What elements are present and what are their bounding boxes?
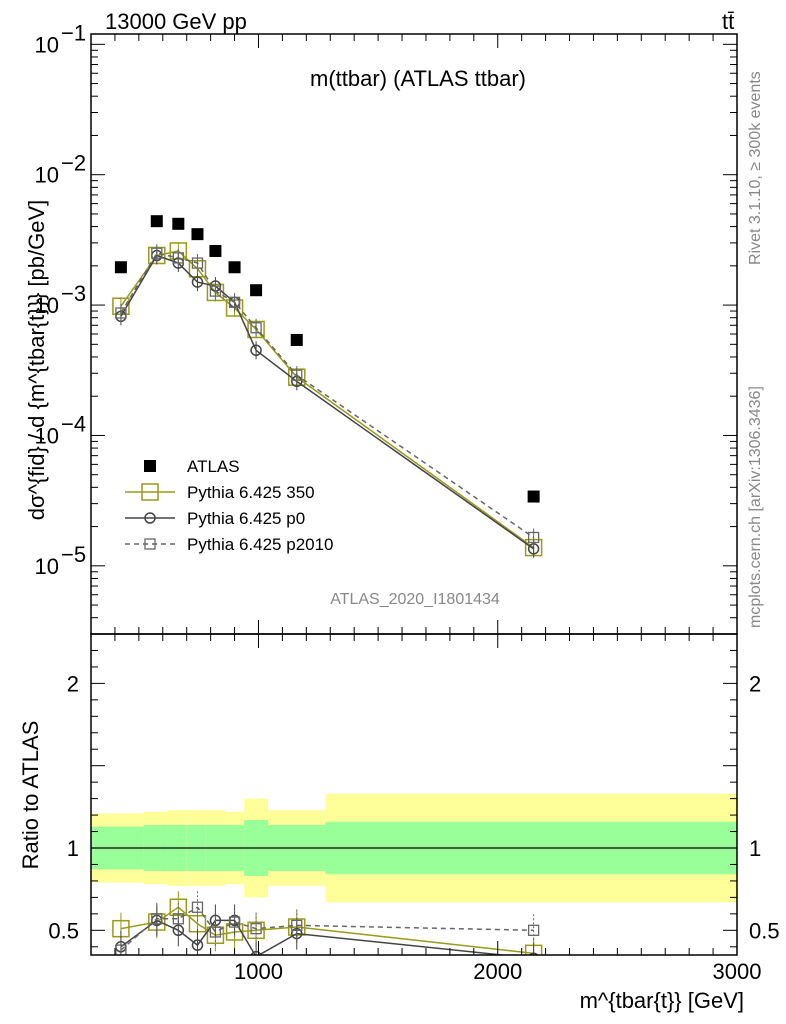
y-tick-exponent: −1 <box>61 20 86 45</box>
series-line <box>120 254 535 550</box>
y-tick-label: 10 <box>35 554 59 579</box>
ratio-point <box>228 916 241 928</box>
legend-marker <box>144 512 156 524</box>
x-axis-label: m^{tbar{t}} [GeV] <box>580 988 744 1013</box>
x-tick-label: 2000 <box>473 959 522 984</box>
legend-marker <box>144 538 156 550</box>
data-point <box>250 344 262 357</box>
y-tick-exponent: −4 <box>61 411 86 436</box>
x-tick-label: 3000 <box>713 959 762 984</box>
ratio-y-tick-label-right: 0.5 <box>749 918 780 943</box>
data-point <box>290 333 303 346</box>
legend-label: Pythia 6.425 p2010 <box>187 535 334 554</box>
svg-text:dσ^{fid} / d {m^{tbar{t}}} [pb: dσ^{fid} / d {m^{tbar{t}}} [pb/GeV] <box>24 200 49 520</box>
mcplots-reference-label: mcplots.cern.ch [arXiv:1306.3436] <box>747 386 764 628</box>
svg-text:Ratio to ATLAS: Ratio to ATLAS <box>18 721 43 870</box>
legend-marker <box>144 460 156 472</box>
y-tick-exponent: −2 <box>61 151 86 176</box>
data-point <box>191 228 204 241</box>
data-point <box>250 322 262 334</box>
analysis-watermark: ATLAS_2020_I1801434 <box>330 591 500 608</box>
data-point <box>115 307 127 319</box>
ratio-y-axis-label: Ratio to ATLAS <box>18 721 43 870</box>
x-tick-label: 1000 <box>234 959 283 984</box>
ratio-y-tick-label: 1 <box>67 836 79 861</box>
ratio-y-tick-label-right: 2 <box>749 671 761 696</box>
data-point <box>191 257 204 269</box>
main-plot-panel: 10−510−410−310−210−1 m(ttbar) (ATLAS ttb… <box>35 20 738 635</box>
ratio-point <box>172 924 185 937</box>
data-point <box>209 244 222 257</box>
rivet-version-label: Rivet 3.1.10, ≥ 300k events <box>747 71 764 265</box>
ratio-y-tick-label-right: 1 <box>749 836 761 861</box>
y-tick-label: 10 <box>35 163 59 188</box>
data-point <box>172 252 184 264</box>
ratio-plot-frame <box>90 633 738 956</box>
legend-label: Pythia 6.425 350 <box>187 483 315 502</box>
ratio-point <box>528 952 539 955</box>
ratio-point <box>527 924 540 936</box>
series-line <box>120 250 535 549</box>
ratio-y-tick-label: 0.5 <box>48 918 79 943</box>
y-tick-label: 10 <box>35 423 59 448</box>
data-point <box>150 215 163 228</box>
data-point <box>250 284 263 297</box>
ratio-series-pythia-6-425-p2010 <box>115 891 540 955</box>
ratio-point <box>291 919 303 932</box>
data-point <box>228 296 241 308</box>
data-point <box>191 276 204 288</box>
svg-text:mcplots.cern.ch [arXiv:1306.34: mcplots.cern.ch [arXiv:1306.3436] <box>747 386 764 628</box>
ratio-point <box>191 901 204 913</box>
ratio-point <box>191 939 204 951</box>
data-point <box>291 369 303 381</box>
svg-text:Rivet 3.1.10, ≥ 300k events: Rivet 3.1.10, ≥ 300k events <box>747 71 764 265</box>
main-plot-title: m(ttbar) (ATLAS ttbar) <box>310 66 526 91</box>
ratio-y-tick-label: 2 <box>67 671 79 696</box>
data-point <box>527 490 540 503</box>
data-point <box>527 531 540 544</box>
y-tick-exponent: −5 <box>61 542 86 567</box>
series-pythia-6-425-p0 <box>115 246 540 558</box>
legend-marker <box>141 483 159 501</box>
data-point <box>172 217 185 230</box>
y-tick-label: 10 <box>35 293 59 318</box>
legend-label: Pythia 6.425 p0 <box>187 509 305 528</box>
ratio-point <box>115 944 127 955</box>
legend-label: ATLAS <box>187 457 240 476</box>
data-point <box>151 247 163 259</box>
y-tick-label: 10 <box>35 32 59 57</box>
ratio-point <box>209 926 222 938</box>
header-collision-label: 13000 GeV pp <box>105 9 247 34</box>
y-tick-exponent: −3 <box>61 281 86 306</box>
ratio-line <box>120 906 534 951</box>
series-atlas <box>114 215 540 503</box>
data-point <box>209 285 222 297</box>
series-line <box>120 252 535 539</box>
data-point <box>114 261 127 274</box>
ratio-point <box>250 950 262 955</box>
ratio-point <box>151 913 163 925</box>
series-pythia-6-425-p2010 <box>115 244 540 547</box>
ratio-series-group <box>112 891 543 955</box>
data-point <box>228 261 241 274</box>
main-y-axis-label: dσ^{fid} / d {m^{tbar{t}}} [pb/GeV] <box>24 200 49 520</box>
ratio-point <box>250 923 262 935</box>
ratio-point <box>172 913 184 925</box>
legend: ATLAS Pythia 6.425 350 Pythia 6.425 p0 Pyth… <box>125 457 334 554</box>
header-process-label: tt̄ <box>722 9 734 34</box>
ratio-plot-panel: 0.5 0.5 1 1 2 2 1000 2000 3000 <box>48 633 780 984</box>
